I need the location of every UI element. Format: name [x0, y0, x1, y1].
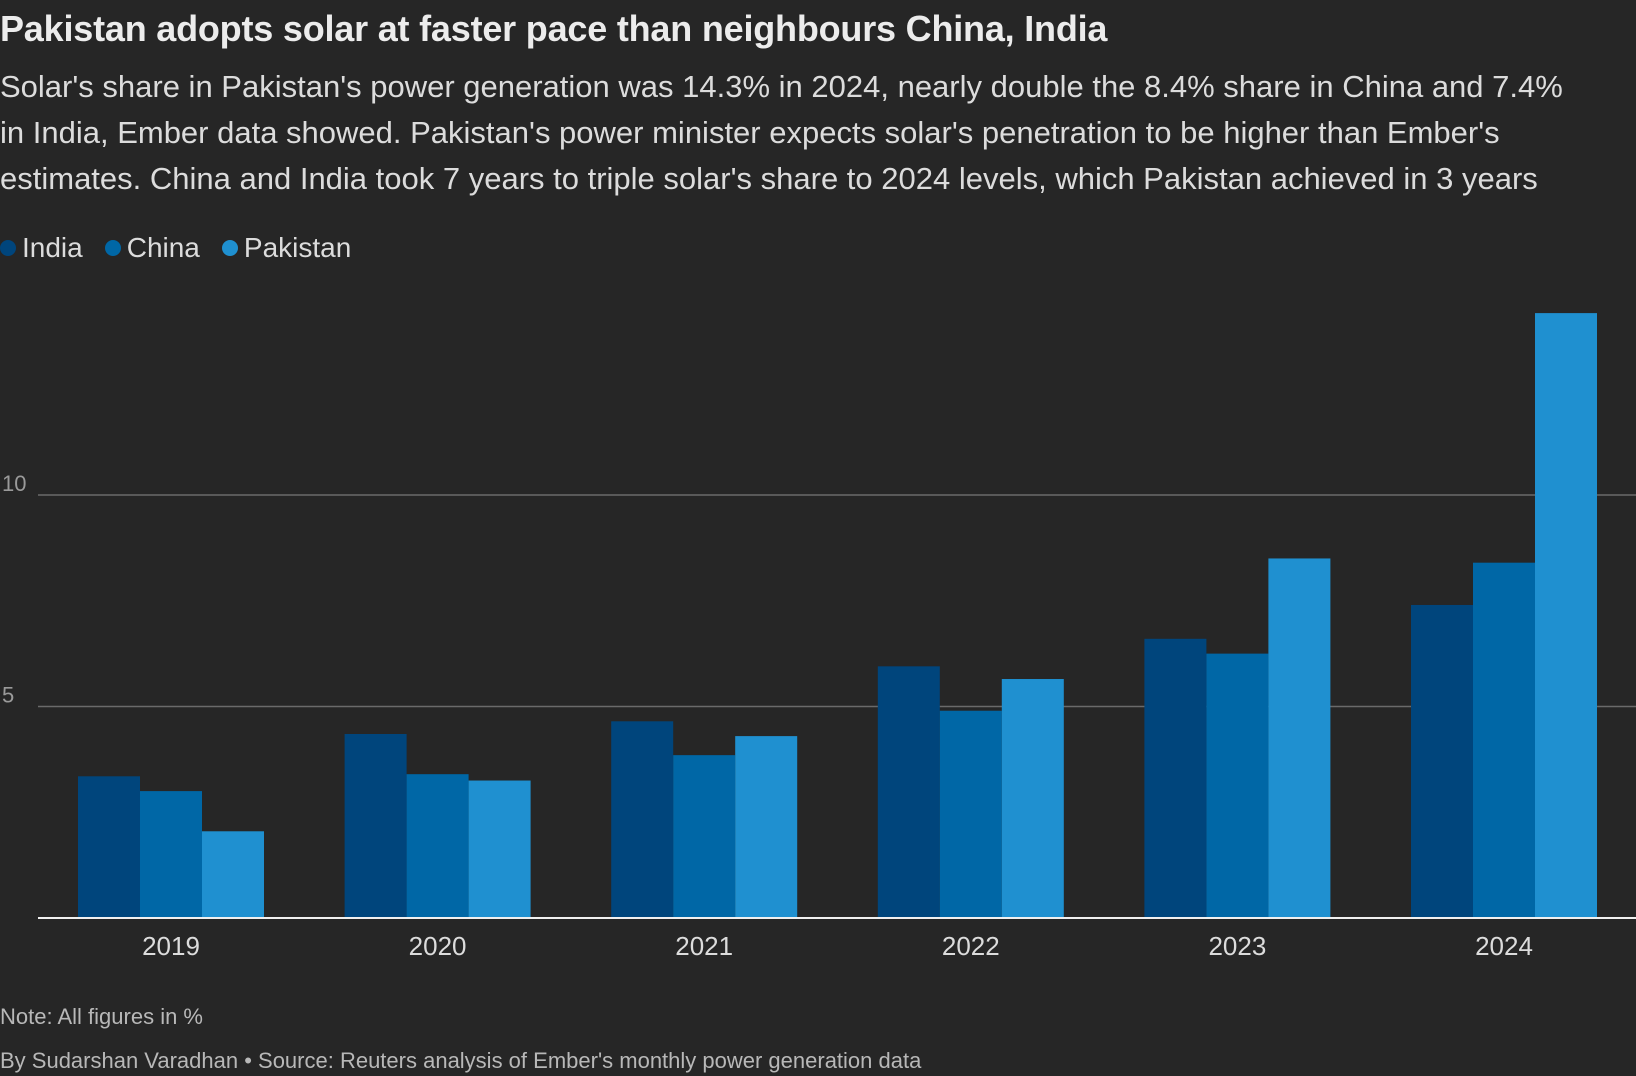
bar-pakistan-2022	[1001, 679, 1064, 918]
legend-swatch-china	[104, 240, 121, 256]
bar-pakistan-2019	[202, 831, 264, 918]
subtitle-line: Solar's share in Pakistan's power genera…	[0, 69, 1563, 104]
legend-item-china: China	[104, 232, 200, 264]
bar-india-2022	[877, 666, 940, 918]
x-tick-label: 2024	[1475, 931, 1533, 961]
bar-china-2024	[1473, 562, 1535, 918]
legend-swatch-india	[0, 240, 16, 256]
bar-pakistan-2024	[1535, 313, 1597, 918]
bar-india-2020	[344, 733, 407, 918]
bar-pakistan-2021	[735, 736, 798, 918]
legend-label-india: India	[22, 232, 83, 263]
bar-china-2021	[673, 755, 736, 918]
bar-chart: 5 10 2019 2020 2021 2022 2023 2024	[2, 313, 1636, 961]
legend-label-china: China	[126, 232, 200, 263]
bar-china-2022	[939, 710, 1002, 918]
subtitle-line: estimates. China and India took 7 years …	[0, 161, 1538, 196]
bar-india-2019	[78, 776, 140, 918]
x-tick-label: 2023	[1208, 931, 1266, 961]
chart-legend: India China Pakistan	[0, 232, 373, 264]
legend-item-pakistan: Pakistan	[221, 232, 352, 264]
bar-india-2021	[611, 721, 674, 918]
x-tick-label: 2021	[675, 931, 733, 961]
bar-china-2019	[140, 791, 202, 918]
bar-india-2024	[1411, 604, 1473, 918]
legend-label-pakistan: Pakistan	[243, 232, 352, 263]
y-tick-label: 10	[2, 471, 26, 496]
y-tick-label: 5	[2, 683, 14, 708]
bar-pakistan-2023	[1268, 558, 1331, 918]
legend-swatch-pakistan	[221, 240, 238, 256]
x-tick-label: 2019	[142, 931, 200, 961]
bar-india-2023	[1144, 638, 1207, 918]
x-tick-label: 2020	[409, 931, 467, 961]
subtitle-line: in India, Ember data showed. Pakistan's …	[0, 115, 1500, 150]
bar-china-2020	[406, 774, 469, 918]
chart-title: Pakistan adopts solar at faster pace tha…	[0, 8, 1108, 49]
chart-subtitle: Solar's share in Pakistan's power genera…	[0, 64, 1636, 202]
chart-note: Note: All figures in %	[0, 1004, 203, 1029]
chart-byline: By Sudarshan Varadhan • Source: Reuters …	[0, 1048, 922, 1073]
bar-china-2023	[1206, 653, 1269, 918]
legend-item-india: India	[0, 232, 83, 264]
bar-pakistan-2020	[468, 780, 531, 918]
x-tick-label: 2022	[942, 931, 1000, 961]
